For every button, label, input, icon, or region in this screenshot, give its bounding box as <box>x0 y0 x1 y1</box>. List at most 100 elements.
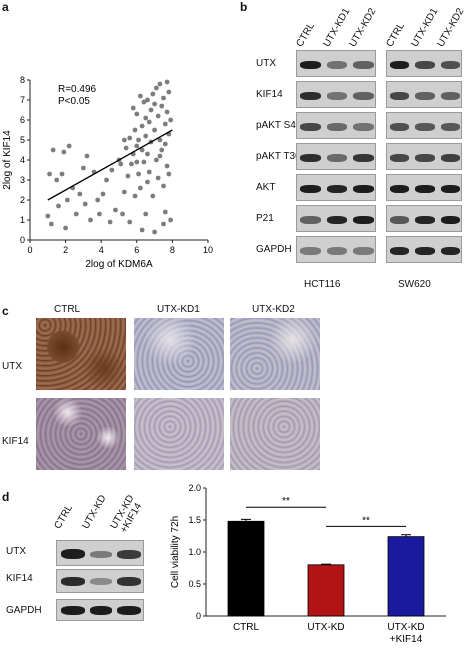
data-point <box>139 123 145 129</box>
data-point <box>146 169 152 175</box>
b-band <box>353 184 374 193</box>
data-point <box>139 147 145 153</box>
data-point <box>137 185 143 191</box>
data-point <box>164 109 170 115</box>
b-band <box>326 122 348 131</box>
b-blot <box>296 143 376 170</box>
d-lane-label: UTX-KD <box>80 493 109 531</box>
b-band <box>300 60 321 69</box>
y-tick-label: 1 <box>20 215 25 225</box>
data-point <box>143 115 149 121</box>
b-band <box>390 184 410 193</box>
d-lane-label: CTRL <box>52 502 76 531</box>
data-point <box>150 193 156 199</box>
x-axis-label: 2log of KDM6A <box>85 259 153 270</box>
data-point <box>136 137 141 143</box>
b-blot <box>296 50 376 77</box>
data-point <box>63 225 68 231</box>
data-point <box>48 221 54 227</box>
trend-line <box>47 129 173 201</box>
data-point <box>54 177 60 183</box>
cell-line-sw620: SW620 <box>398 279 431 290</box>
b-band <box>390 246 410 255</box>
data-point <box>125 173 131 179</box>
sig-label-1: ** <box>282 496 290 507</box>
d-blot-utx <box>56 540 144 566</box>
data-point <box>82 201 88 207</box>
data-point <box>113 207 118 213</box>
ihc-row-kif14: KIF14 <box>2 436 29 447</box>
data-point <box>153 157 159 163</box>
data-point <box>84 153 90 159</box>
data-point <box>166 171 172 177</box>
data-point <box>61 149 67 155</box>
x-tick-label: 10 <box>203 245 213 255</box>
data-point <box>130 105 136 111</box>
bar <box>227 520 265 617</box>
b-band <box>353 153 374 162</box>
data-point <box>143 133 149 139</box>
b-lane-label: UTX-KD2 <box>347 6 379 49</box>
data-point <box>157 81 163 87</box>
y-tick-label: 8 <box>20 75 25 85</box>
bar-chart: 0 0.5 1.0 1.5 2.0 Cell viability 72h CTRL UTX-K… <box>170 483 446 645</box>
b-band <box>440 246 460 255</box>
b-band <box>415 246 435 255</box>
ihc-image-utx-ctrl <box>36 318 126 390</box>
b-band <box>415 153 435 162</box>
b-band <box>390 122 410 131</box>
b-band <box>440 91 460 100</box>
b-blot <box>296 112 376 139</box>
b-band <box>415 91 435 100</box>
data-point <box>56 203 61 209</box>
b-band <box>353 246 374 255</box>
x-tick-label: UTX-KD <box>387 622 424 633</box>
y-tick-label: 3 <box>20 175 25 185</box>
bar <box>307 564 345 617</box>
y-tick-label: 2.0 <box>188 483 201 493</box>
b-blot <box>386 81 462 108</box>
d-blot-kif14 <box>56 569 144 593</box>
data-point <box>137 93 143 99</box>
b-band <box>440 184 460 193</box>
data-point <box>95 197 101 203</box>
data-point <box>121 137 127 143</box>
y-tick-label: 0 <box>20 235 25 245</box>
data-point <box>145 97 150 103</box>
b-band <box>390 60 410 69</box>
data-point <box>132 193 138 199</box>
data-point <box>97 211 102 217</box>
data-point <box>153 85 159 91</box>
b-band <box>440 60 460 69</box>
data-point <box>155 113 161 119</box>
data-point <box>145 151 150 157</box>
y-axis-label: Cell viability 72h <box>170 516 181 588</box>
b-blot <box>296 81 376 108</box>
y-tick-label: 2 <box>20 195 25 205</box>
b-band <box>326 246 348 255</box>
data-point <box>107 219 113 225</box>
panel-letter-c: c <box>2 304 9 318</box>
data-point <box>162 121 168 127</box>
data-point <box>134 159 140 165</box>
data-point <box>161 183 166 189</box>
data-point <box>161 95 166 101</box>
stat-p: P<0.05 <box>58 96 90 107</box>
data-point <box>47 171 52 177</box>
data-point <box>81 165 86 171</box>
b-lane-label: CTRL <box>294 20 318 49</box>
ihc-image-utx-kd2 <box>230 318 320 390</box>
b-band <box>353 215 374 224</box>
panel-letter-a: a <box>2 0 9 14</box>
data-point <box>88 217 93 223</box>
b-band <box>300 122 321 131</box>
data-point <box>148 107 154 113</box>
y-tick-label: 5 <box>20 135 25 145</box>
data-point <box>146 119 152 125</box>
b-row-label: pAKT T308 <box>256 151 307 162</box>
b-band <box>390 91 410 100</box>
b-band <box>326 91 348 100</box>
b-band <box>353 91 374 100</box>
b-blot <box>386 50 462 77</box>
b-blot <box>386 174 462 201</box>
